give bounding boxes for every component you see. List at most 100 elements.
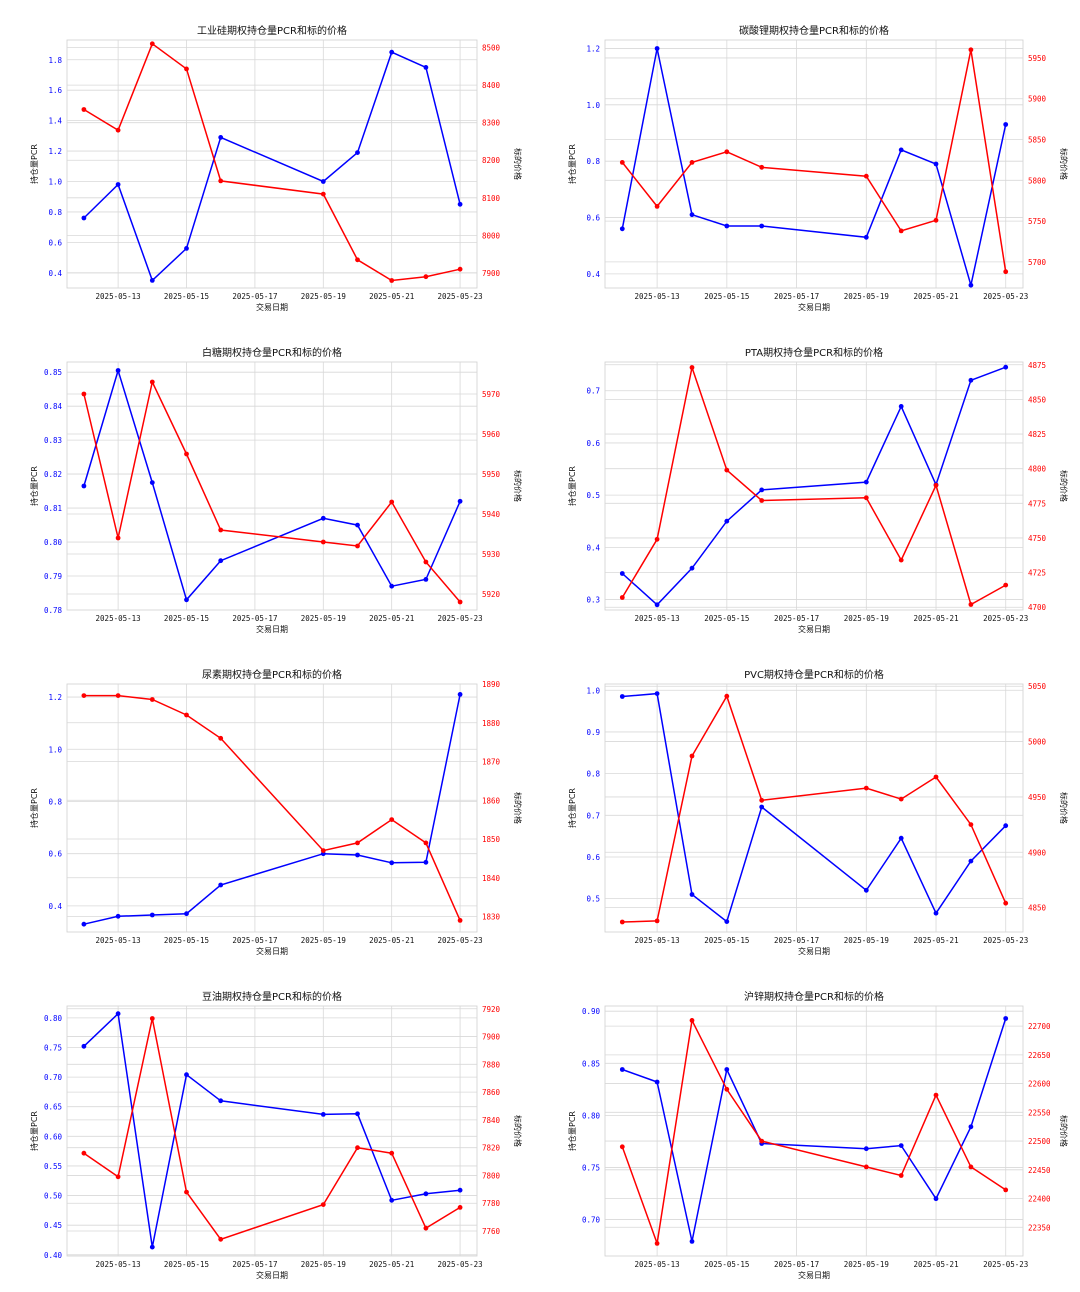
x-tick-label: 2025-05-23	[983, 936, 1028, 945]
right-tick-label: 4700	[1028, 603, 1047, 612]
pcr-data-point	[389, 1197, 395, 1203]
left-tick-label: 0.60	[44, 1132, 63, 1141]
price-data-point	[149, 1016, 155, 1021]
pcr-data-point	[81, 483, 87, 489]
price-data-point	[863, 495, 869, 501]
left-tick-label: 1.0	[586, 686, 600, 695]
pcr-data-point	[218, 882, 224, 888]
price-data-point	[457, 1205, 463, 1210]
left-tick-label: 0.4	[586, 543, 600, 552]
pcr-data-point	[149, 1244, 155, 1250]
left-tick-label: 0.8	[48, 797, 62, 806]
pcr-data-point	[457, 1187, 463, 1193]
pcr-data-point	[898, 404, 904, 409]
price-data-point	[423, 559, 429, 565]
pcr-data-point	[933, 1196, 939, 1202]
right-tick-label: 1890	[482, 680, 501, 689]
x-tick-label: 2025-05-17	[774, 936, 819, 945]
pcr-data-point	[355, 1111, 360, 1117]
x-tick-label: 2025-05-13	[635, 936, 680, 945]
left-axis-label: 持仓量PCR	[567, 466, 577, 506]
right-tick-label: 22450	[1028, 1166, 1051, 1175]
price-data-point	[218, 735, 224, 741]
price-data-point	[1003, 269, 1009, 275]
chart-title: 豆油期权持仓量PCR和标的价格	[202, 990, 342, 1003]
x-tick-label: 2025-05-15	[164, 614, 209, 623]
right-tick-label: 7900	[482, 269, 501, 278]
price-data-point	[654, 1241, 660, 1246]
right-tick-label: 4850	[1028, 904, 1047, 913]
x-tick-label: 2025-05-19	[844, 614, 889, 623]
right-tick-label: 5800	[1028, 176, 1047, 185]
pcr-data-point	[619, 226, 625, 232]
right-tick-label: 1840	[482, 874, 501, 883]
pcr-data-point	[81, 921, 87, 927]
x-tick-label: 2025-05-17	[774, 1260, 819, 1269]
right-tick-label: 4725	[1028, 569, 1046, 578]
chart-title: PVC期权持仓量PCR和标的价格	[744, 668, 884, 681]
right-tick-label: 7900	[482, 1033, 501, 1042]
price-data-point	[933, 482, 939, 488]
x-tick-label: 2025-05-21	[369, 292, 414, 301]
right-tick-label: 5900	[1028, 95, 1047, 104]
price-data-point	[689, 160, 695, 165]
x-tick-label: 2025-05-21	[913, 936, 958, 945]
pcr-series-line	[83, 1012, 461, 1248]
price-data-point	[898, 796, 904, 802]
price-data-point	[619, 919, 625, 925]
pcr-data-point	[184, 911, 189, 917]
left-tick-label: 0.50	[44, 1192, 63, 1201]
price-data-point	[218, 178, 224, 184]
right-tick-label: 4825	[1028, 430, 1046, 439]
pcr-data-point	[115, 182, 121, 187]
chart-title: 工业硅期权持仓量PCR和标的价格	[197, 24, 347, 37]
price-data-point	[619, 1144, 625, 1150]
pcr-data-point	[689, 892, 695, 897]
x-tick-label: 2025-05-19	[301, 1260, 346, 1269]
price-data-point	[81, 391, 87, 397]
x-tick-label: 2025-05-17	[232, 936, 277, 945]
pcr-series-line	[83, 694, 461, 925]
pcr-data-point	[115, 368, 121, 373]
pcr-series-line	[83, 367, 461, 602]
x-tick-label: 2025-05-23	[437, 614, 482, 623]
right-tick-label: 22400	[1028, 1195, 1051, 1204]
pcr-data-point	[389, 49, 395, 55]
plot-frame	[66, 1005, 478, 1257]
price-data-point	[759, 498, 765, 503]
pcr-data-point	[355, 852, 360, 858]
price-data-point	[724, 1086, 730, 1092]
x-tick-label: 2025-05-13	[635, 292, 680, 301]
price-data-point	[81, 1150, 87, 1156]
pcr-data-point	[423, 577, 429, 582]
x-axis-label: 交易日期	[798, 1270, 830, 1280]
left-tick-label: 0.5	[586, 895, 600, 904]
price-data-point	[898, 228, 904, 234]
pcr-data-point	[218, 558, 224, 564]
left-tick-label: 0.70	[44, 1073, 63, 1082]
x-tick-label: 2025-05-19	[844, 292, 889, 301]
x-tick-label: 2025-05-21	[369, 1260, 414, 1269]
x-tick-label: 2025-05-21	[913, 614, 958, 623]
price-data-point	[355, 840, 360, 846]
right-tick-label: 22350	[1028, 1223, 1051, 1232]
price-data-point	[115, 535, 121, 541]
x-tick-label: 2025-05-21	[913, 292, 958, 301]
pcr-data-point	[724, 518, 730, 524]
pcr-data-point	[1003, 364, 1009, 370]
price-data-point	[320, 191, 326, 197]
pcr-data-point	[81, 1043, 87, 1049]
pcr-data-point	[863, 479, 869, 485]
pcr-data-point	[968, 1124, 974, 1130]
x-tick-label: 2025-05-13	[96, 292, 141, 301]
pcr-data-point	[759, 223, 765, 229]
pcr-data-point	[81, 215, 87, 221]
left-tick-label: 0.4	[48, 269, 62, 278]
price-data-point	[149, 379, 155, 385]
x-axis-label: 交易日期	[798, 946, 830, 956]
price-data-point	[423, 274, 429, 280]
price-data-point	[724, 149, 730, 155]
x-tick-label: 2025-05-15	[164, 1260, 209, 1269]
